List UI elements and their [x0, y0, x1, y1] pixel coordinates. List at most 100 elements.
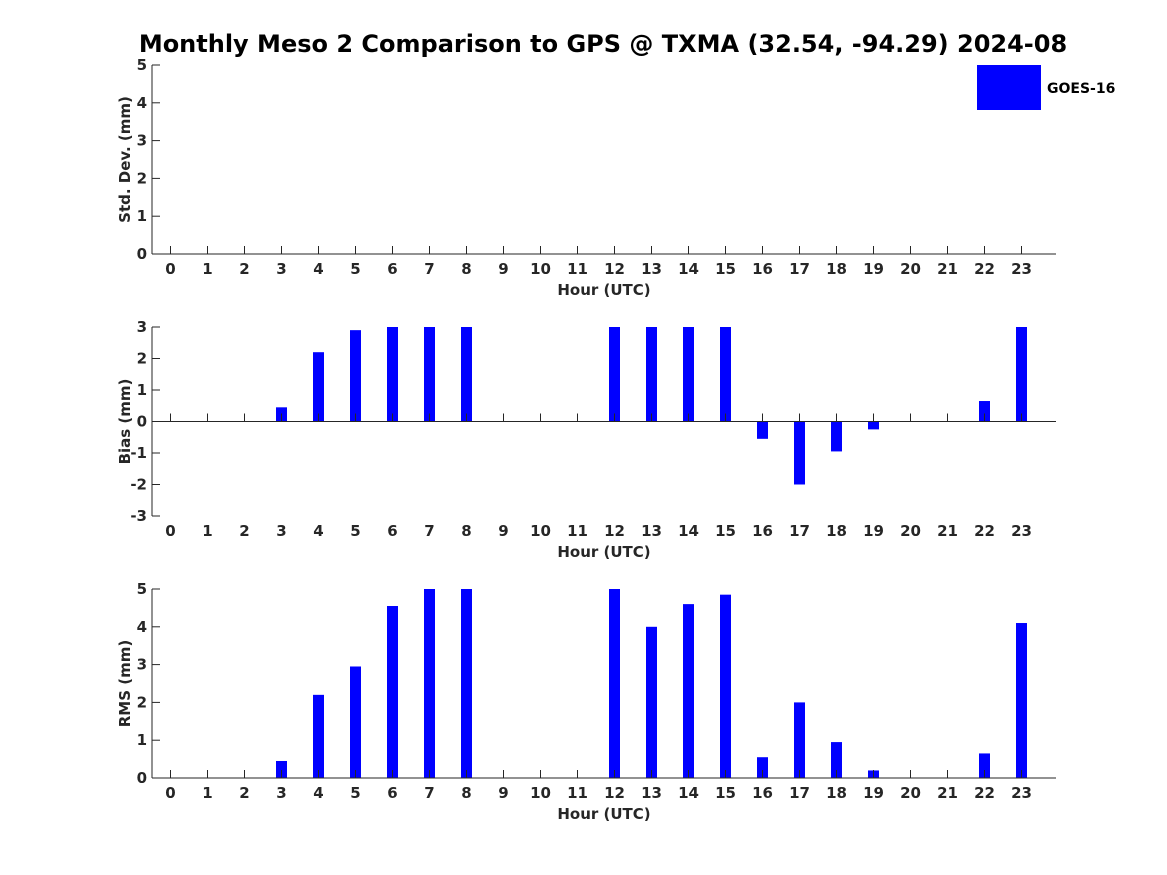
x-tick-label: 9	[498, 522, 508, 540]
bar-3	[276, 760, 287, 778]
bar-16	[757, 757, 768, 778]
x-tick-label: 13	[641, 784, 662, 802]
x-tick-label: 12	[604, 522, 625, 540]
x-tick-label: 4	[313, 522, 323, 540]
bar-7	[424, 589, 435, 778]
x-axis-label: Hour (UTC)	[557, 281, 650, 299]
y-tick-label: 1	[137, 381, 147, 399]
x-tick-label: 18	[826, 784, 847, 802]
x-axis-label: Hour (UTC)	[557, 543, 650, 561]
x-tick-label: 7	[424, 522, 434, 540]
x-tick-label: 2	[239, 784, 249, 802]
bar-12	[609, 589, 620, 778]
x-tick-label: 3	[276, 260, 286, 278]
y-tick-label: 1	[137, 731, 147, 749]
bar-12	[609, 327, 620, 422]
bar-5	[350, 666, 361, 778]
x-tick-label: 3	[276, 522, 286, 540]
x-tick-label: 16	[752, 522, 773, 540]
x-tick-label: 17	[789, 522, 810, 540]
bar-15	[720, 327, 731, 422]
x-tick-label: 1	[202, 784, 212, 802]
x-tick-label: 5	[350, 522, 360, 540]
x-tick-label: 22	[974, 260, 995, 278]
bar-18	[831, 742, 842, 778]
x-tick-label: 10	[530, 260, 551, 278]
x-tick-label: 21	[937, 522, 958, 540]
x-tick-label: 15	[715, 784, 736, 802]
x-tick-label: 12	[604, 784, 625, 802]
legend-label: GOES-16	[1047, 81, 1115, 97]
bar-18	[831, 421, 842, 452]
x-tick-label: 6	[387, 784, 397, 802]
x-tick-label: 11	[567, 784, 588, 802]
bar-6	[387, 606, 398, 778]
x-tick-label: 2	[239, 260, 249, 278]
x-tick-label: 0	[165, 260, 175, 278]
y-tick-label: -2	[130, 476, 147, 494]
x-tick-label: 18	[826, 522, 847, 540]
bar-4	[313, 694, 324, 778]
y-tick-label: 5	[137, 56, 147, 74]
x-axis-label: Hour (UTC)	[557, 805, 650, 823]
y-tick-label: 4	[137, 618, 147, 636]
x-tick-label: 14	[678, 260, 699, 278]
x-tick-label: 6	[387, 522, 397, 540]
bar-16	[757, 421, 768, 439]
x-tick-label: 11	[567, 522, 588, 540]
x-tick-label: 0	[165, 522, 175, 540]
y-axis-label: RMS (mm)	[116, 640, 134, 727]
x-tick-label: 5	[350, 784, 360, 802]
y-tick-label: 2	[137, 169, 147, 187]
bar-17	[794, 702, 805, 778]
x-tick-label: 19	[863, 522, 884, 540]
x-tick-label: 9	[498, 784, 508, 802]
x-tick-label: 23	[1011, 522, 1032, 540]
x-tick-label: 21	[937, 784, 958, 802]
x-tick-label: 8	[461, 522, 471, 540]
bar-8	[461, 327, 472, 422]
x-tick-label: 4	[313, 260, 323, 278]
bar-22	[979, 753, 990, 778]
bar-14	[683, 604, 694, 778]
bar-13	[646, 327, 657, 422]
chart-title: Monthly Meso 2 Comparison to GPS @ TXMA …	[139, 30, 1067, 58]
x-tick-label: 23	[1011, 784, 1032, 802]
x-tick-label: 16	[752, 260, 773, 278]
y-tick-label: 3	[137, 656, 147, 674]
bar-23	[1016, 623, 1027, 778]
x-tick-label: 20	[900, 522, 921, 540]
x-tick-label: 1	[202, 260, 212, 278]
x-tick-label: 13	[641, 522, 662, 540]
x-tick-label: 2	[239, 522, 249, 540]
y-tick-label: 0	[137, 413, 147, 431]
y-tick-label: 0	[137, 245, 147, 263]
x-tick-label: 0	[165, 784, 175, 802]
bar-4	[313, 352, 324, 422]
legend-swatch	[977, 65, 1041, 110]
y-tick-label: 2	[137, 350, 147, 368]
y-axis-label: Bias (mm)	[116, 379, 134, 465]
x-tick-label: 10	[530, 784, 551, 802]
x-tick-label: 5	[350, 260, 360, 278]
y-tick-label: 1	[137, 207, 147, 225]
x-tick-label: 20	[900, 784, 921, 802]
bar-23	[1016, 327, 1027, 422]
y-tick-label: -3	[130, 507, 147, 525]
y-tick-label: 3	[137, 132, 147, 150]
y-tick-label: 4	[137, 94, 147, 112]
x-tick-label: 8	[461, 784, 471, 802]
bar-6	[387, 327, 398, 422]
bar-15	[720, 594, 731, 778]
x-tick-label: 9	[498, 260, 508, 278]
x-tick-label: 7	[424, 260, 434, 278]
bar-17	[794, 421, 805, 485]
x-tick-label: 22	[974, 784, 995, 802]
x-tick-label: 19	[863, 784, 884, 802]
x-tick-label: 10	[530, 522, 551, 540]
bar-13	[646, 626, 657, 778]
